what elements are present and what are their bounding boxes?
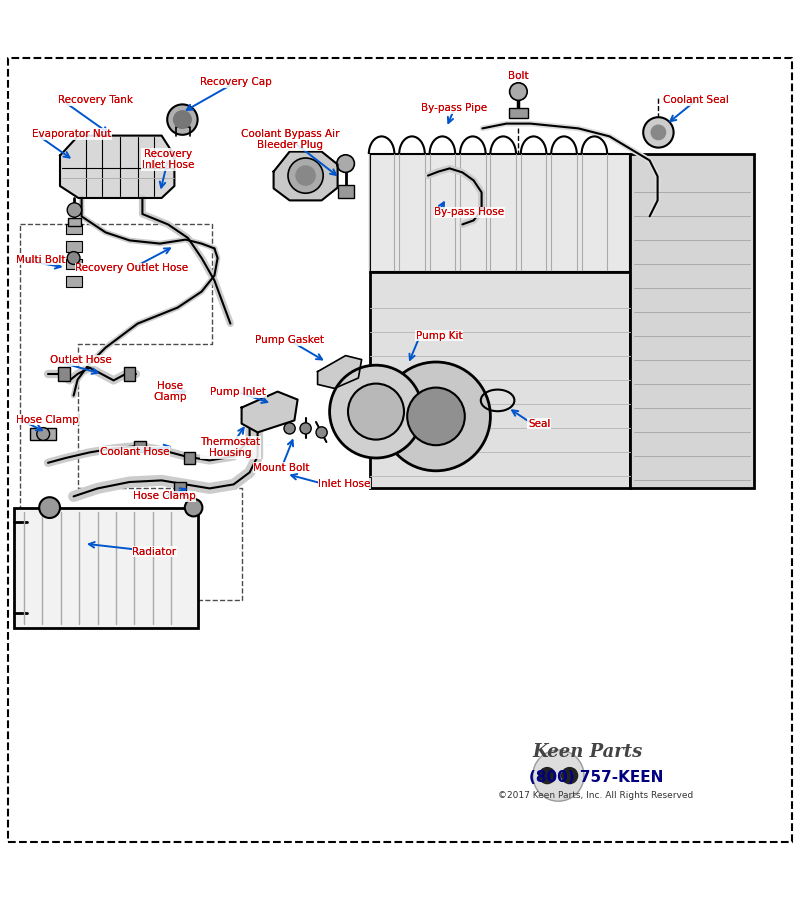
Circle shape — [348, 383, 404, 439]
Text: Bolt: Bolt — [508, 71, 529, 81]
Text: Evaporator Nut: Evaporator Nut — [32, 129, 111, 139]
Circle shape — [316, 427, 327, 438]
Circle shape — [300, 423, 311, 434]
Bar — [124, 367, 135, 382]
Circle shape — [67, 252, 80, 265]
Bar — [370, 273, 630, 489]
Circle shape — [407, 388, 465, 446]
Text: Coolant Seal: Coolant Seal — [663, 95, 729, 105]
Circle shape — [296, 166, 315, 185]
Circle shape — [288, 158, 323, 194]
Bar — [66, 241, 82, 252]
Polygon shape — [242, 392, 298, 432]
Text: Hose
Clamp: Hose Clamp — [154, 381, 187, 402]
Text: Radiator: Radiator — [132, 546, 177, 556]
Text: Coolant Bypass Air
Bleeder Plug: Coolant Bypass Air Bleeder Plug — [241, 129, 340, 150]
Bar — [30, 428, 56, 440]
Text: By-pass Pipe: By-pass Pipe — [422, 104, 487, 113]
Circle shape — [284, 423, 295, 434]
Text: Coolant Bypass Air
Bleeder Plug: Coolant Bypass Air Bleeder Plug — [241, 129, 340, 150]
Text: Pump Gasket: Pump Gasket — [255, 336, 324, 346]
Bar — [338, 185, 354, 198]
Bar — [66, 276, 82, 287]
Text: Inlet Hose: Inlet Hose — [318, 479, 370, 489]
Bar — [14, 508, 198, 627]
Bar — [174, 482, 186, 495]
Circle shape — [539, 768, 555, 784]
Circle shape — [39, 497, 60, 518]
Circle shape — [167, 104, 198, 135]
Text: Multi Bolt: Multi Bolt — [16, 255, 66, 265]
Text: Coolant Hose: Coolant Hose — [100, 446, 169, 456]
Text: Pump Kit: Pump Kit — [416, 330, 462, 340]
Bar — [630, 154, 754, 489]
Circle shape — [337, 155, 354, 173]
Text: Mount Bolt: Mount Bolt — [254, 463, 310, 473]
Circle shape — [67, 202, 82, 217]
Polygon shape — [318, 356, 362, 389]
Circle shape — [651, 125, 666, 140]
Text: Recovery
Inlet Hose: Recovery Inlet Hose — [142, 148, 194, 170]
Circle shape — [382, 362, 490, 471]
Circle shape — [562, 768, 578, 784]
Text: Recovery
Inlet Hose: Recovery Inlet Hose — [142, 148, 194, 170]
Text: By-pass Pipe: By-pass Pipe — [422, 104, 487, 113]
Text: Recovery Tank: Recovery Tank — [58, 95, 134, 105]
Text: Seal: Seal — [528, 418, 550, 428]
Bar — [184, 453, 195, 464]
Circle shape — [510, 83, 527, 101]
Polygon shape — [274, 151, 338, 201]
Circle shape — [185, 499, 202, 517]
Text: (800) 757-KEEN: (800) 757-KEEN — [529, 770, 663, 786]
Polygon shape — [60, 136, 174, 198]
Bar — [68, 218, 81, 226]
Text: Thermostat
Housing: Thermostat Housing — [200, 436, 261, 458]
Circle shape — [37, 428, 50, 440]
Text: Recovery Cap: Recovery Cap — [200, 77, 272, 87]
Bar — [66, 223, 82, 234]
Text: Evaporator Nut: Evaporator Nut — [32, 129, 111, 139]
Text: Inlet Hose: Inlet Hose — [318, 479, 370, 489]
Bar — [370, 154, 630, 273]
Bar — [66, 259, 82, 269]
Text: Hose Clamp: Hose Clamp — [133, 491, 195, 501]
Text: Outlet Hose: Outlet Hose — [50, 356, 111, 365]
Text: Seal: Seal — [528, 418, 550, 428]
Bar — [134, 441, 146, 453]
Text: Coolant Hose: Coolant Hose — [100, 446, 169, 456]
Text: Coolant Seal: Coolant Seal — [663, 95, 729, 105]
Text: By-pass Hose: By-pass Hose — [434, 207, 505, 218]
Text: Pump Kit: Pump Kit — [416, 330, 462, 340]
Text: Hose
Clamp: Hose Clamp — [154, 381, 187, 402]
Text: Hose Clamp: Hose Clamp — [133, 491, 195, 501]
Circle shape — [330, 365, 422, 458]
Bar — [58, 367, 70, 382]
Text: By-pass Hose: By-pass Hose — [434, 207, 505, 218]
Text: ©2017 Keen Parts, Inc. All Rights Reserved: ©2017 Keen Parts, Inc. All Rights Reserv… — [498, 791, 694, 800]
Text: Multi Bolt: Multi Bolt — [16, 255, 66, 265]
Bar — [509, 108, 528, 118]
Text: Bolt: Bolt — [508, 71, 529, 81]
Circle shape — [533, 750, 584, 801]
Text: Pump Inlet: Pump Inlet — [210, 387, 266, 398]
Text: Pump Inlet: Pump Inlet — [210, 387, 266, 398]
Text: Keen Parts: Keen Parts — [533, 743, 643, 761]
Text: Recovery Tank: Recovery Tank — [58, 95, 134, 105]
Text: Thermostat
Housing: Thermostat Housing — [200, 436, 261, 458]
Circle shape — [174, 111, 191, 129]
Text: Recovery Outlet Hose: Recovery Outlet Hose — [75, 264, 189, 274]
Text: Recovery Outlet Hose: Recovery Outlet Hose — [75, 264, 189, 274]
Text: Hose Clamp: Hose Clamp — [16, 415, 78, 425]
Text: Pump Gasket: Pump Gasket — [255, 336, 324, 346]
Text: Outlet Hose: Outlet Hose — [50, 356, 111, 365]
Text: Radiator: Radiator — [132, 546, 177, 556]
Circle shape — [643, 117, 674, 148]
Text: Mount Bolt: Mount Bolt — [254, 463, 310, 473]
Text: Recovery Cap: Recovery Cap — [200, 77, 272, 87]
Text: Hose Clamp: Hose Clamp — [16, 415, 78, 425]
